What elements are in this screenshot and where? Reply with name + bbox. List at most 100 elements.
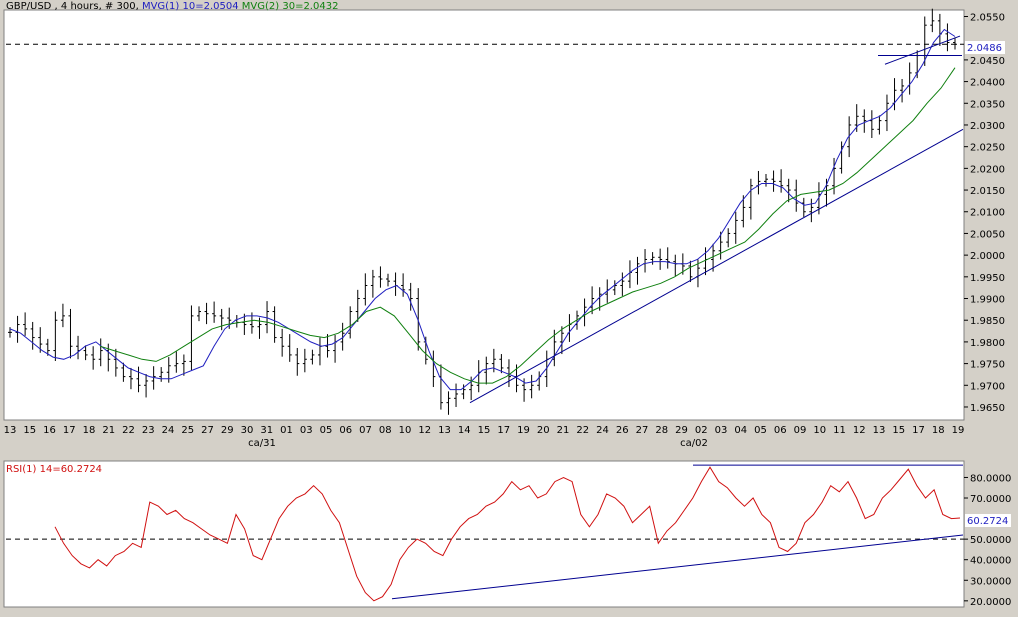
price-x-tick-label: 21 xyxy=(102,425,115,436)
price-x-tick-label: 28 xyxy=(655,425,668,436)
price-bar xyxy=(771,170,776,192)
price-bar xyxy=(280,328,285,357)
price-bar xyxy=(764,174,768,187)
price-bar xyxy=(181,354,186,376)
price-bar xyxy=(136,366,141,393)
price-bar xyxy=(174,351,179,373)
price-x-tick-label: 06 xyxy=(339,425,352,436)
price-month-label: са/31 xyxy=(248,438,276,449)
price-y-tick-label: 2.0000 xyxy=(970,251,1005,262)
price-bar xyxy=(159,367,164,382)
price-bar xyxy=(741,195,746,228)
price-y-axis: 2.0550 2.0450 2.0400 2.0350 2.0300 2.0250 2.02… xyxy=(964,13,1005,414)
price-bar xyxy=(348,306,353,339)
price-y-tick-label: 2.0150 xyxy=(970,186,1005,197)
price-y-tick-label: 2.0050 xyxy=(970,229,1005,240)
price-bar xyxy=(340,322,345,351)
price-y-tick-label: 2.0350 xyxy=(970,99,1005,110)
last-price-label: 2.0486 xyxy=(967,43,1002,54)
rsi-line xyxy=(54,466,961,602)
price-x-tick-label: 27 xyxy=(636,425,649,436)
price-bar xyxy=(53,311,58,361)
price-x-tick-label: 13 xyxy=(873,425,886,436)
price-x-tick-label: 16 xyxy=(43,425,56,436)
price-bar xyxy=(862,109,867,133)
price-bar xyxy=(779,169,784,193)
price-bar xyxy=(620,272,625,296)
price-bar xyxy=(499,354,504,374)
price-y-tick-label: 1.9950 xyxy=(970,273,1005,284)
price-bar xyxy=(15,315,20,343)
price-x-tick-label: 31 xyxy=(260,425,273,436)
price-x-tick-label: 17 xyxy=(63,425,76,436)
rsi-y-tick-label: 80.0000 xyxy=(970,473,1011,484)
price-x-axis: 13 15 16 17 18 21 22 23 24 25 27 29 30 31 01 03 05 06 07 08… xyxy=(4,425,965,449)
price-bar xyxy=(325,334,330,358)
price-bar xyxy=(204,302,209,325)
price-bar xyxy=(665,247,670,269)
price-x-tick-label: 03 xyxy=(300,425,313,436)
rsi-plot-area[interactable] xyxy=(3,460,965,608)
rsi-y-tick-label: 30.0000 xyxy=(970,576,1011,587)
price-x-tick-label: 11 xyxy=(833,425,846,436)
price-bar xyxy=(189,305,194,371)
rsi-support-line xyxy=(391,534,964,600)
price-y-tick-label: 2.0550 xyxy=(970,13,1005,24)
price-bar xyxy=(265,301,270,334)
price-y-tick-label: 2.0450 xyxy=(970,56,1005,67)
price-bar xyxy=(688,260,693,283)
price-bar xyxy=(900,78,905,103)
price-y-tick-label: 1.9900 xyxy=(970,295,1005,306)
price-bar xyxy=(658,248,663,270)
price-x-tick-label: 06 xyxy=(774,425,787,436)
price-bar xyxy=(832,157,837,195)
price-month-label: са/02 xyxy=(680,438,708,449)
price-bar xyxy=(718,231,723,260)
price-bar xyxy=(461,384,466,400)
price-y-tick-label: 1.9650 xyxy=(970,403,1005,414)
price-bar xyxy=(355,289,360,322)
rsi-header: RSI(1) 14=60.2724 xyxy=(6,464,102,475)
price-bar xyxy=(446,391,451,415)
price-bar xyxy=(370,269,375,298)
price-x-tick-label: 23 xyxy=(142,425,155,436)
price-bar xyxy=(794,179,799,212)
rsi-y-axis: 80.0000 70.0000 50.0000 40.0000 30.0000 20.00… xyxy=(964,473,1011,608)
price-x-tick-label: 07 xyxy=(359,425,372,436)
price-x-tick-label: 13 xyxy=(4,425,17,436)
price-steep-trendline xyxy=(884,35,961,65)
price-x-tick-label: 02 xyxy=(695,425,708,436)
price-x-tick-label: 30 xyxy=(241,425,254,436)
price-bar xyxy=(484,356,489,385)
price-x-tick-label: 22 xyxy=(576,425,589,436)
price-x-tick-label: 15 xyxy=(892,425,905,436)
price-x-tick-label: 12 xyxy=(853,425,866,436)
price-x-tick-label: 20 xyxy=(537,425,550,436)
price-bar xyxy=(363,273,368,306)
price-x-tick-label: 10 xyxy=(813,425,826,436)
price-bar xyxy=(529,374,534,399)
price-x-tick-label: 21 xyxy=(557,425,570,436)
price-bar xyxy=(45,338,50,356)
price-y-tick-label: 2.0400 xyxy=(970,78,1005,89)
price-x-tick-label: 01 xyxy=(280,425,293,436)
price-bar xyxy=(128,367,133,390)
price-y-tick-label: 1.9700 xyxy=(970,381,1005,392)
price-x-tick-label: 17 xyxy=(497,425,510,436)
price-bar xyxy=(219,308,224,331)
price-x-tick-label: 03 xyxy=(715,425,728,436)
price-plot-area[interactable] xyxy=(3,9,965,421)
price-bar xyxy=(83,345,88,361)
price-x-tick-label: 19 xyxy=(517,425,530,436)
price-x-tick-label: 08 xyxy=(379,425,392,436)
price-bar xyxy=(197,306,201,322)
price-x-tick-label: 25 xyxy=(181,425,194,436)
price-bar xyxy=(386,273,390,287)
price-bar xyxy=(8,327,12,338)
price-bar xyxy=(877,115,882,135)
price-bar xyxy=(945,23,950,52)
price-bar xyxy=(30,321,35,350)
price-x-tick-label: 09 xyxy=(794,425,807,436)
price-x-tick-label: 27 xyxy=(201,425,214,436)
price-bar xyxy=(68,308,73,359)
